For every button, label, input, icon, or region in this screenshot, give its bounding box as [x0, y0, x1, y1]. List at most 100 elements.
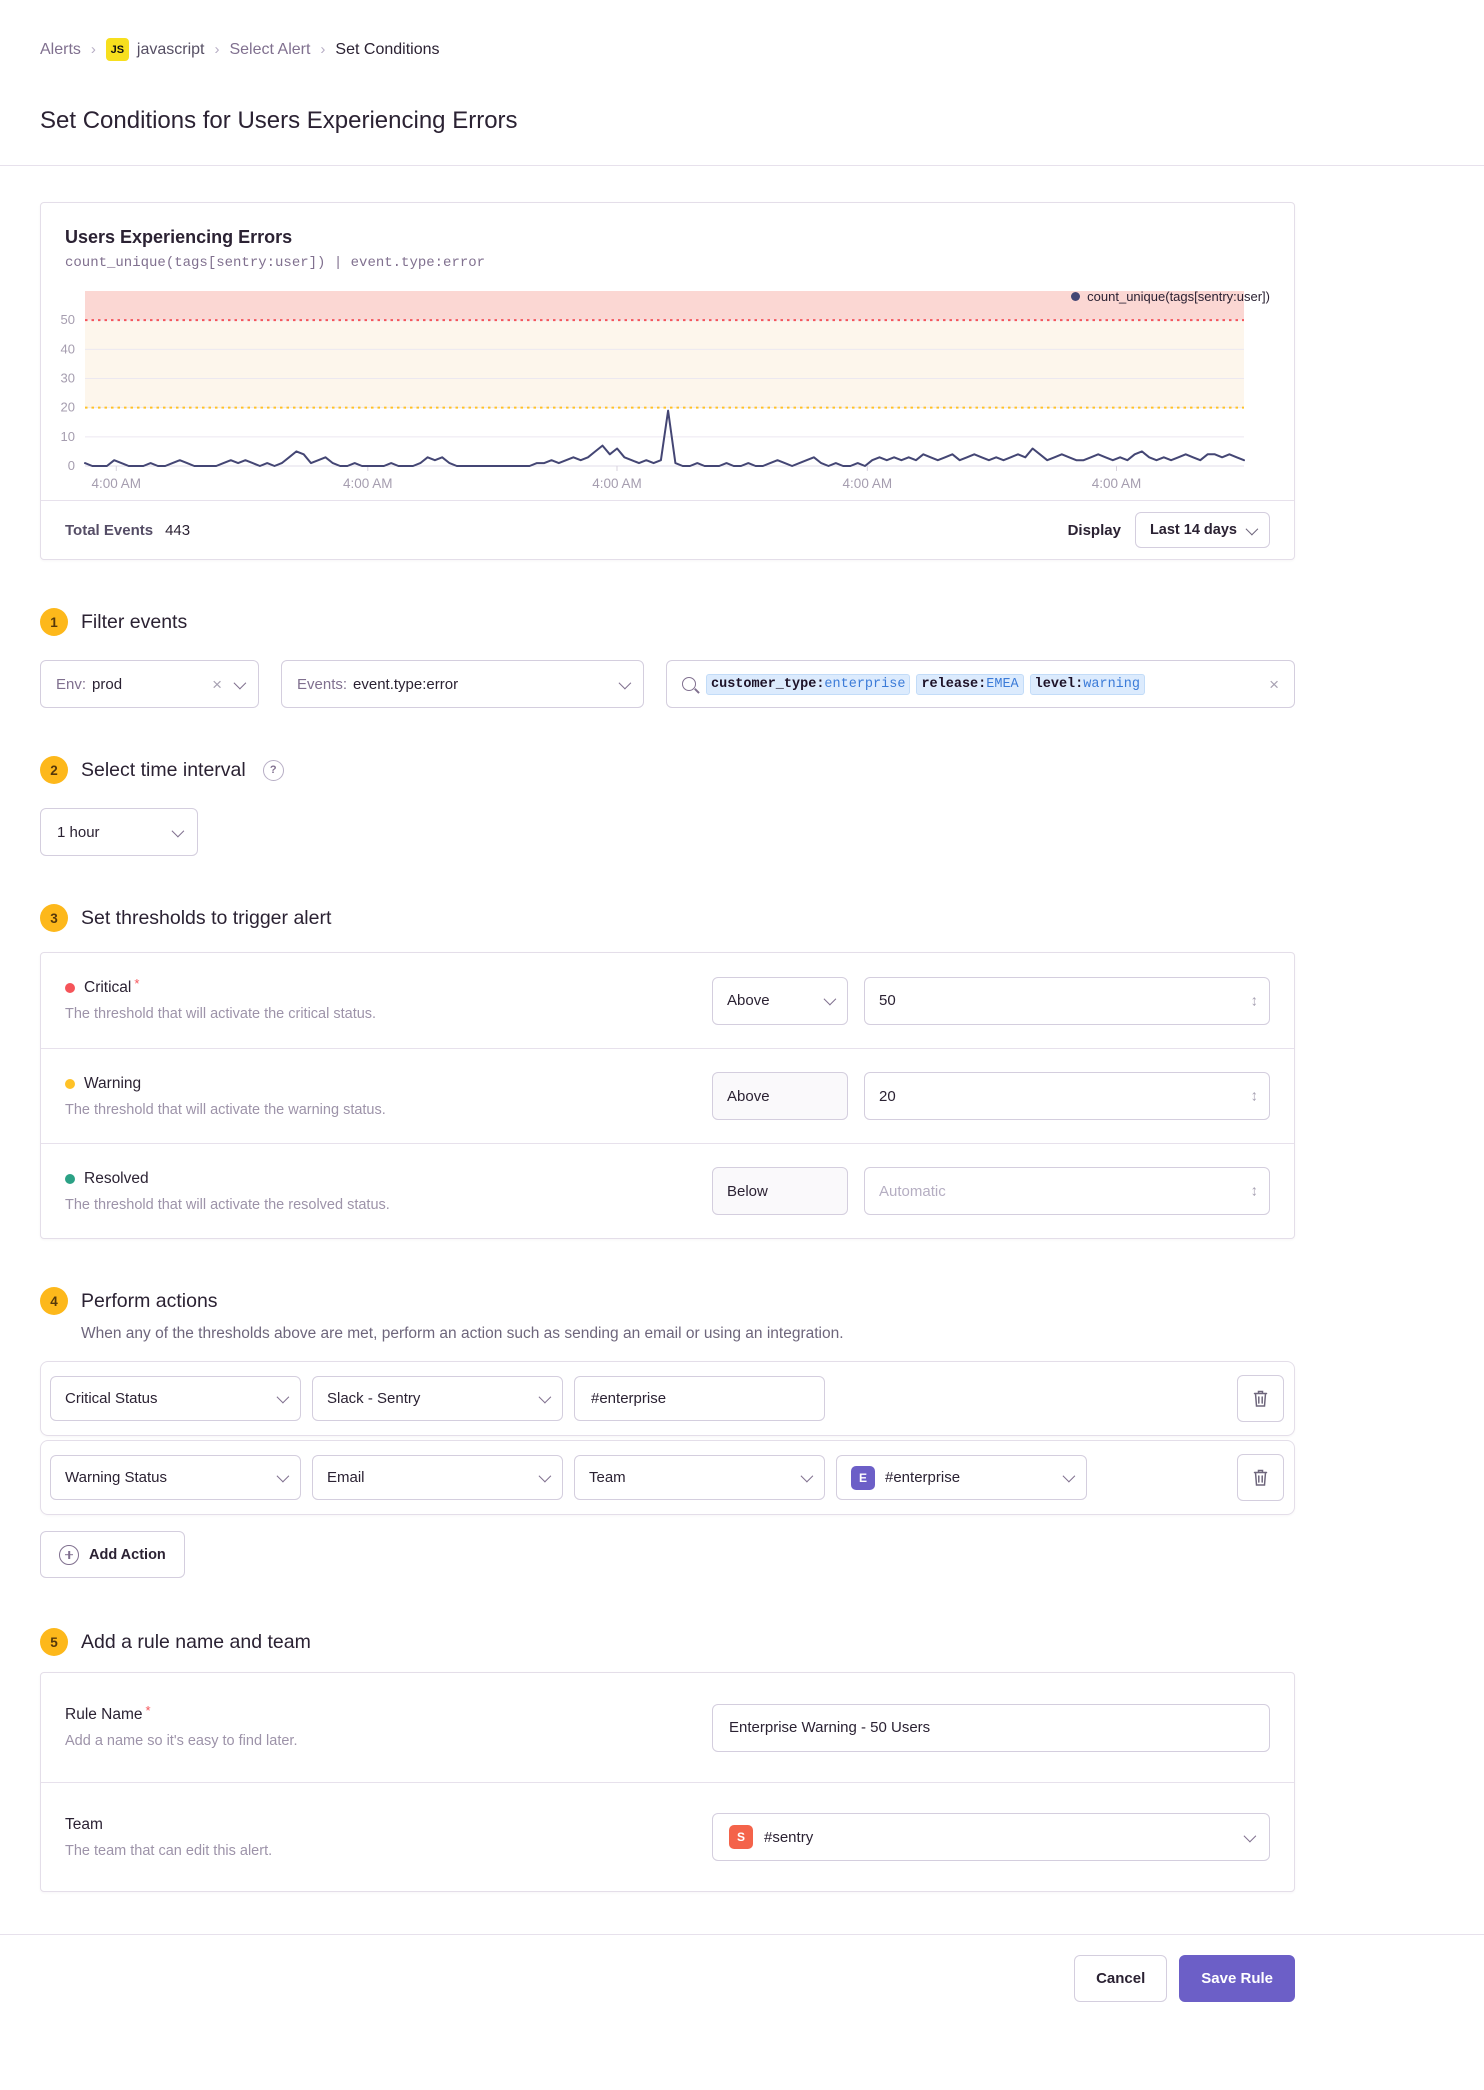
- warning-description: The threshold that will activate the war…: [65, 1101, 386, 1118]
- search-icon: [682, 677, 696, 691]
- chart-title: Users Experiencing Errors: [65, 227, 293, 247]
- step-3-badge: 3: [40, 904, 68, 932]
- total-events-label: Total Events: [65, 521, 154, 539]
- svg-text:20: 20: [61, 400, 75, 415]
- svg-text:4:00 AM: 4:00 AM: [843, 476, 893, 491]
- team-avatar: E: [851, 1465, 875, 1490]
- chevron-down-icon: [1243, 1829, 1257, 1842]
- chevron-down-icon: [276, 1390, 290, 1404]
- rule-name-input[interactable]: [712, 1703, 1270, 1752]
- chevron-down-icon: [171, 824, 185, 837]
- section-thresholds-title: Set thresholds to trigger alert: [81, 906, 332, 929]
- chart-footer: Total Events 443 Display Last 14 days: [41, 500, 1294, 559]
- cancel-button[interactable]: Cancel: [1074, 1955, 1168, 2002]
- page-title: Set Conditions for Users Experiencing Er…: [40, 107, 518, 134]
- resolved-description: The threshold that will activate the res…: [65, 1196, 390, 1213]
- svg-text:10: 10: [61, 429, 75, 444]
- section-rule-name: 5 Add a rule name and team: [40, 1628, 1295, 1656]
- token-key: level:: [1034, 676, 1084, 692]
- action-status-select[interactable]: Critical Status: [50, 1376, 301, 1421]
- breadcrumb-separator: ›: [214, 41, 220, 58]
- warning-operator: Above: [712, 1072, 848, 1120]
- delete-action-button[interactable]: [1237, 1454, 1284, 1501]
- delete-action-button[interactable]: [1237, 1375, 1284, 1422]
- action-row-critical: Critical Status Slack - Sentry: [40, 1361, 1295, 1436]
- event-types-select[interactable]: Events: event.type:error: [281, 660, 644, 708]
- environment-select[interactable]: Env: prod ×: [40, 660, 259, 708]
- search-token[interactable]: release:EMEA: [916, 673, 1024, 695]
- section-filter-events: 1 Filter events: [40, 608, 1295, 636]
- critical-operator-select[interactable]: Above: [712, 976, 848, 1025]
- stepper-icon[interactable]: ↕: [1250, 1087, 1259, 1105]
- critical-operator-value: Above: [727, 992, 770, 1009]
- clear-environment-icon[interactable]: ×: [212, 674, 222, 694]
- add-action-button[interactable]: Add Action: [40, 1531, 185, 1578]
- footer-buttons: Cancel Save Rule: [40, 1935, 1295, 2002]
- action-service-value: Slack - Sentry: [327, 1390, 421, 1407]
- action-team-value: #enterprise: [885, 1469, 961, 1486]
- warning-threshold-row: Warning The threshold that will activate…: [41, 1048, 1294, 1143]
- chart-header: Users Experiencing Errors count_unique(t…: [41, 203, 1294, 304]
- section-actions-title: Perform actions: [81, 1289, 218, 1312]
- plus-circle-icon: [59, 1544, 79, 1565]
- filter-row: Env: prod × Events: event.type:error cus…: [40, 660, 1295, 708]
- time-range-dropdown[interactable]: Last 14 days: [1134, 512, 1270, 548]
- action-status-select[interactable]: Warning Status: [50, 1455, 301, 1500]
- action-team-select[interactable]: E #enterprise: [836, 1455, 1087, 1500]
- rule-team-select[interactable]: S #sentry: [712, 1813, 1270, 1861]
- search-token[interactable]: customer_type:enterprise: [706, 673, 911, 695]
- section-rule-title: Add a rule name and team: [81, 1630, 311, 1653]
- save-rule-button[interactable]: Save Rule: [1179, 1955, 1295, 2002]
- trash-icon: [1253, 1390, 1268, 1407]
- resolved-status-dot: [65, 1173, 75, 1184]
- help-icon[interactable]: ?: [262, 759, 284, 781]
- display-label: Display: [1067, 521, 1121, 539]
- breadcrumb-separator: ›: [90, 41, 96, 58]
- warning-status-dot: [65, 1078, 75, 1089]
- add-action-label: Add Action: [89, 1546, 166, 1563]
- time-interval-select[interactable]: 1 hour: [40, 808, 198, 856]
- breadcrumb-project[interactable]: JS javascript: [105, 38, 204, 61]
- resolved-label: Resolved: [84, 1169, 149, 1187]
- svg-text:30: 30: [61, 371, 75, 386]
- action-status-value: Critical Status: [65, 1390, 158, 1407]
- rule-team-value: #sentry: [764, 1828, 814, 1846]
- warning-threshold-input[interactable]: [864, 1072, 1270, 1120]
- resolved-threshold-input[interactable]: [864, 1167, 1270, 1215]
- trash-icon: [1253, 1469, 1268, 1486]
- search-tokens: customer_type:enterprise release:EMEA le…: [706, 673, 1259, 695]
- critical-label: Critical: [84, 979, 139, 997]
- chart-legend: count_unique(tags[sentry:user]): [1071, 289, 1270, 304]
- critical-threshold-input[interactable]: [864, 976, 1270, 1025]
- breadcrumb-alerts[interactable]: Alerts: [40, 40, 81, 58]
- action-channel-input-wrap: [574, 1376, 825, 1421]
- chevron-down-icon: [276, 1469, 290, 1483]
- legend-series-label: count_unique(tags[sentry:user]): [1087, 289, 1270, 304]
- chevron-down-icon: [538, 1469, 552, 1483]
- team-label: Team: [65, 1815, 103, 1833]
- critical-status-dot: [65, 983, 75, 993]
- action-status-value: Warning Status: [65, 1469, 167, 1486]
- action-service-value: Email: [327, 1469, 365, 1486]
- token-value: warning: [1083, 676, 1140, 692]
- action-service-select[interactable]: Slack - Sentry: [312, 1376, 563, 1421]
- chevron-down-icon: [823, 992, 837, 1006]
- event-types-label: Events:: [297, 675, 348, 693]
- page-header: Alerts › JS javascript › Select Alert › …: [0, 0, 1484, 166]
- resolved-threshold-row: Resolved The threshold that will activat…: [41, 1143, 1294, 1238]
- action-target-type-select[interactable]: Team: [574, 1455, 825, 1500]
- breadcrumb-select-alert[interactable]: Select Alert: [229, 40, 311, 58]
- search-token[interactable]: level:warning: [1029, 673, 1145, 695]
- stepper-icon[interactable]: ↕: [1250, 992, 1259, 1009]
- svg-text:0: 0: [68, 458, 75, 473]
- actions-description: When any of the thresholds above are met…: [81, 1325, 844, 1342]
- thresholds-panel: Critical The threshold that will activat…: [40, 952, 1295, 1239]
- action-channel-input[interactable]: [589, 1389, 810, 1408]
- section-interval-title: Select time interval: [81, 758, 246, 781]
- section-filter-title: Filter events: [81, 610, 188, 633]
- stepper-icon[interactable]: ↕: [1250, 1182, 1259, 1200]
- chevron-down-icon: [1245, 522, 1259, 535]
- filter-search-input[interactable]: customer_type:enterprise release:EMEA le…: [666, 660, 1295, 708]
- clear-search-icon[interactable]: ×: [1269, 674, 1279, 694]
- action-service-select[interactable]: Email: [312, 1455, 563, 1500]
